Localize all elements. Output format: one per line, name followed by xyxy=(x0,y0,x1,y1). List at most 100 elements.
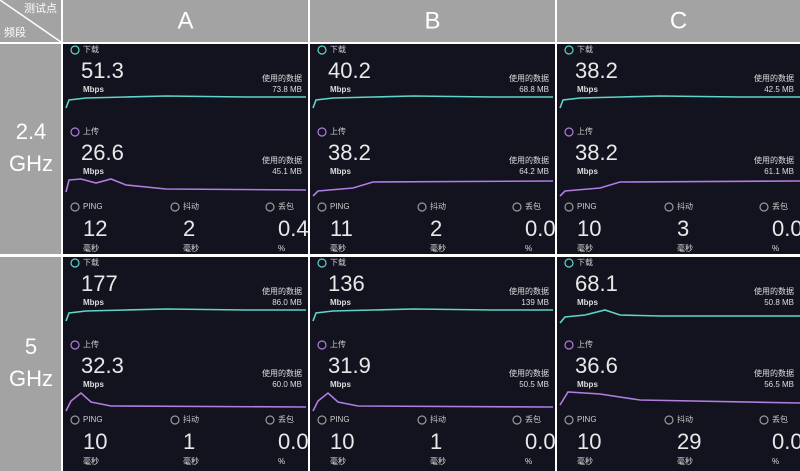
ping-label: PING xyxy=(577,415,597,424)
download-value: 136 xyxy=(328,271,365,296)
jitter-label: 抖动 xyxy=(183,201,199,211)
loss-label: 丢包 xyxy=(278,414,294,424)
download-label: 下载 xyxy=(577,257,593,267)
upload-value: 36.6 xyxy=(575,353,618,378)
speed-unit: Mbps xyxy=(577,298,598,307)
download-graph xyxy=(65,308,306,322)
column-header xyxy=(63,0,308,42)
ping-value: 10 xyxy=(83,429,107,454)
download-value: 40.2 xyxy=(328,58,371,83)
upload-label: 上传 xyxy=(330,126,346,136)
data-used-label: 使用的数据 xyxy=(509,73,549,83)
icon xyxy=(317,127,327,137)
download-label: 下载 xyxy=(330,257,346,267)
ping-value: 12 xyxy=(83,216,107,241)
icon xyxy=(317,45,327,55)
data-used-label: 使用的数据 xyxy=(754,286,794,296)
data-used-label: 使用的数据 xyxy=(262,155,302,165)
jitter-unit: 毫秒 xyxy=(183,243,199,253)
icon xyxy=(664,415,674,425)
upload-graph xyxy=(312,391,554,412)
icon xyxy=(70,258,80,268)
ping-label: PING xyxy=(83,202,103,211)
upload-graph xyxy=(65,391,307,412)
icon xyxy=(512,202,522,212)
data-used-label: 使用的数据 xyxy=(509,286,549,296)
jitter-label: 抖动 xyxy=(430,201,446,211)
column-label: A xyxy=(177,7,193,34)
download-graph xyxy=(312,308,553,322)
upload-label: 上传 xyxy=(577,339,593,349)
icon xyxy=(317,340,327,350)
loss-unit: % xyxy=(772,244,779,253)
row-header xyxy=(0,257,61,471)
speedtest-panel xyxy=(63,44,308,254)
download-label: 下载 xyxy=(330,44,346,54)
ping-unit: 毫秒 xyxy=(330,456,346,466)
jitter-unit: 毫秒 xyxy=(430,456,446,466)
download-label: 下载 xyxy=(577,44,593,54)
ping-unit: 毫秒 xyxy=(577,456,593,466)
speedtest-panel xyxy=(557,44,800,254)
upload-data: 60.0 MB xyxy=(272,380,302,389)
upload-label: 上传 xyxy=(330,339,346,349)
band-label: GHz xyxy=(9,366,53,391)
column-label: C xyxy=(670,7,687,34)
jitter-value: 29 xyxy=(677,429,701,454)
data-used-label: 使用的数据 xyxy=(262,286,302,296)
column-header xyxy=(557,0,800,42)
ping-unit: 毫秒 xyxy=(577,243,593,253)
icon xyxy=(317,258,327,268)
icon xyxy=(170,415,180,425)
download-graph xyxy=(312,95,553,109)
jitter-label: 抖动 xyxy=(430,414,446,424)
icon xyxy=(70,340,80,350)
icon xyxy=(564,340,574,350)
icon xyxy=(417,202,427,212)
ping-unit: 毫秒 xyxy=(83,243,99,253)
icon xyxy=(317,415,327,425)
loss-unit: % xyxy=(525,457,532,466)
speed-unit: Mbps xyxy=(330,298,351,307)
icon xyxy=(317,202,327,212)
speedtest-panel xyxy=(310,44,555,254)
data-used-label: 使用的数据 xyxy=(262,368,302,378)
icon xyxy=(564,127,574,137)
corner-diagonal xyxy=(0,0,62,43)
download-label: 下载 xyxy=(83,44,99,54)
download-value: 177 xyxy=(81,271,118,296)
band-label: 2.4 xyxy=(16,119,47,144)
column-header xyxy=(310,0,555,42)
icon xyxy=(759,202,769,212)
jitter-label: 抖动 xyxy=(677,201,693,211)
loss-label: 丢包 xyxy=(772,414,788,424)
loss-label: 丢包 xyxy=(278,201,294,211)
loss-value: 0.0 xyxy=(772,429,800,454)
loss-unit: % xyxy=(278,244,285,253)
icon xyxy=(170,202,180,212)
upload-value: 38.2 xyxy=(328,140,371,165)
speed-unit: Mbps xyxy=(83,167,104,176)
jitter-value: 3 xyxy=(677,216,689,241)
download-data: 73.8 MB xyxy=(272,85,302,94)
download-label: 下载 xyxy=(83,257,99,267)
ping-value: 10 xyxy=(577,429,601,454)
jitter-value: 1 xyxy=(430,429,442,454)
download-data: 50.8 MB xyxy=(764,298,794,307)
loss-unit: % xyxy=(278,457,285,466)
upload-label: 上传 xyxy=(83,126,99,136)
download-graph xyxy=(559,309,800,324)
speed-unit: Mbps xyxy=(330,85,351,94)
upload-graph xyxy=(559,180,800,197)
loss-value: 0.0 xyxy=(772,216,800,241)
speedtest-panel xyxy=(557,257,800,471)
jitter-value: 2 xyxy=(183,216,195,241)
upload-data: 45.1 MB xyxy=(272,167,302,176)
column-label: B xyxy=(424,7,440,34)
data-used-label: 使用的数据 xyxy=(509,368,549,378)
icon xyxy=(265,202,275,212)
ping-label: PING xyxy=(330,202,350,211)
icon xyxy=(70,202,80,212)
upload-data: 64.2 MB xyxy=(519,167,549,176)
